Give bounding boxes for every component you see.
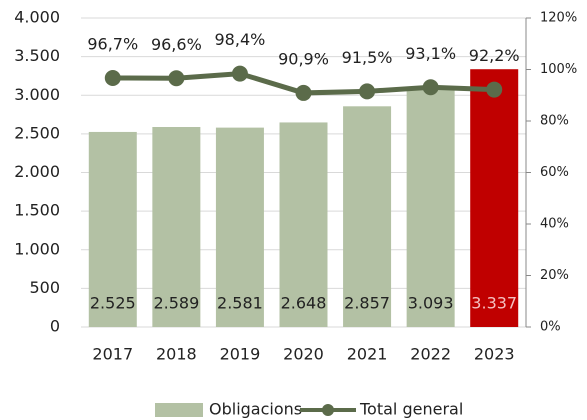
bar [88,131,137,327]
line-marker [295,84,312,101]
bar [152,126,201,327]
y2-tick-label: 20% [540,268,569,283]
x-tick-label: 2022 [410,345,451,364]
bar-value-label: 2.589 [153,294,199,313]
line-marker [104,69,121,86]
y-tick-label: 3.500 [14,46,60,65]
y-tick-label: 500 [29,278,60,297]
y-tick-label: 1.500 [14,201,60,220]
y2-tick-label: 60% [540,165,569,180]
bar [406,88,455,327]
bar [470,69,519,328]
line-value-label: 90,9% [278,49,329,68]
bar [215,127,264,327]
x-tick-label: 2017 [92,345,133,364]
bar-value-label: 2.581 [217,294,263,313]
bar-value-label: 3.337 [471,294,517,313]
bar-value-label: 2.648 [281,294,327,313]
y-tick-label: 1.000 [14,239,60,258]
y2-tick-label: 0% [540,320,561,335]
y-tick-label: 0 [50,317,60,336]
y-tick-label: 2.500 [14,123,60,142]
line-marker [231,65,248,82]
y2-tick-label: 120% [540,11,577,26]
x-tick-label: 2021 [347,345,388,364]
legend-label: Total general [359,400,463,419]
line-value-label: 98,4% [215,30,266,49]
line-marker [486,81,503,98]
bar-value-label: 3.093 [408,294,454,313]
legend-label: Obligacions [209,400,302,419]
bar-value-label: 2.525 [90,294,136,313]
line-marker [359,83,376,100]
y2-tick-label: 40% [540,217,569,232]
line-value-label: 92,2% [469,46,520,65]
line-marker [422,79,439,96]
x-tick-label: 2018 [156,345,197,364]
bar [343,106,392,327]
line-marker [168,70,185,87]
x-tick-label: 2019 [220,345,261,364]
bar-value-label: 2.857 [344,294,390,313]
x-tick-label: 2020 [283,345,324,364]
y-tick-label: 4.000 [14,8,60,27]
x-tick-label: 2023 [474,345,515,364]
y2-tick-label: 100% [540,62,577,77]
y2-tick-label: 80% [540,114,569,129]
legend-swatch [155,403,203,417]
line-value-label: 91,5% [342,48,393,67]
y-tick-label: 2.000 [14,162,60,181]
line-value-label: 96,6% [151,35,202,54]
line-value-label: 96,7% [87,34,138,53]
legend-marker [322,404,334,416]
line-value-label: 93,1% [405,44,456,63]
bar [279,122,328,327]
y-tick-label: 3.000 [14,85,60,104]
